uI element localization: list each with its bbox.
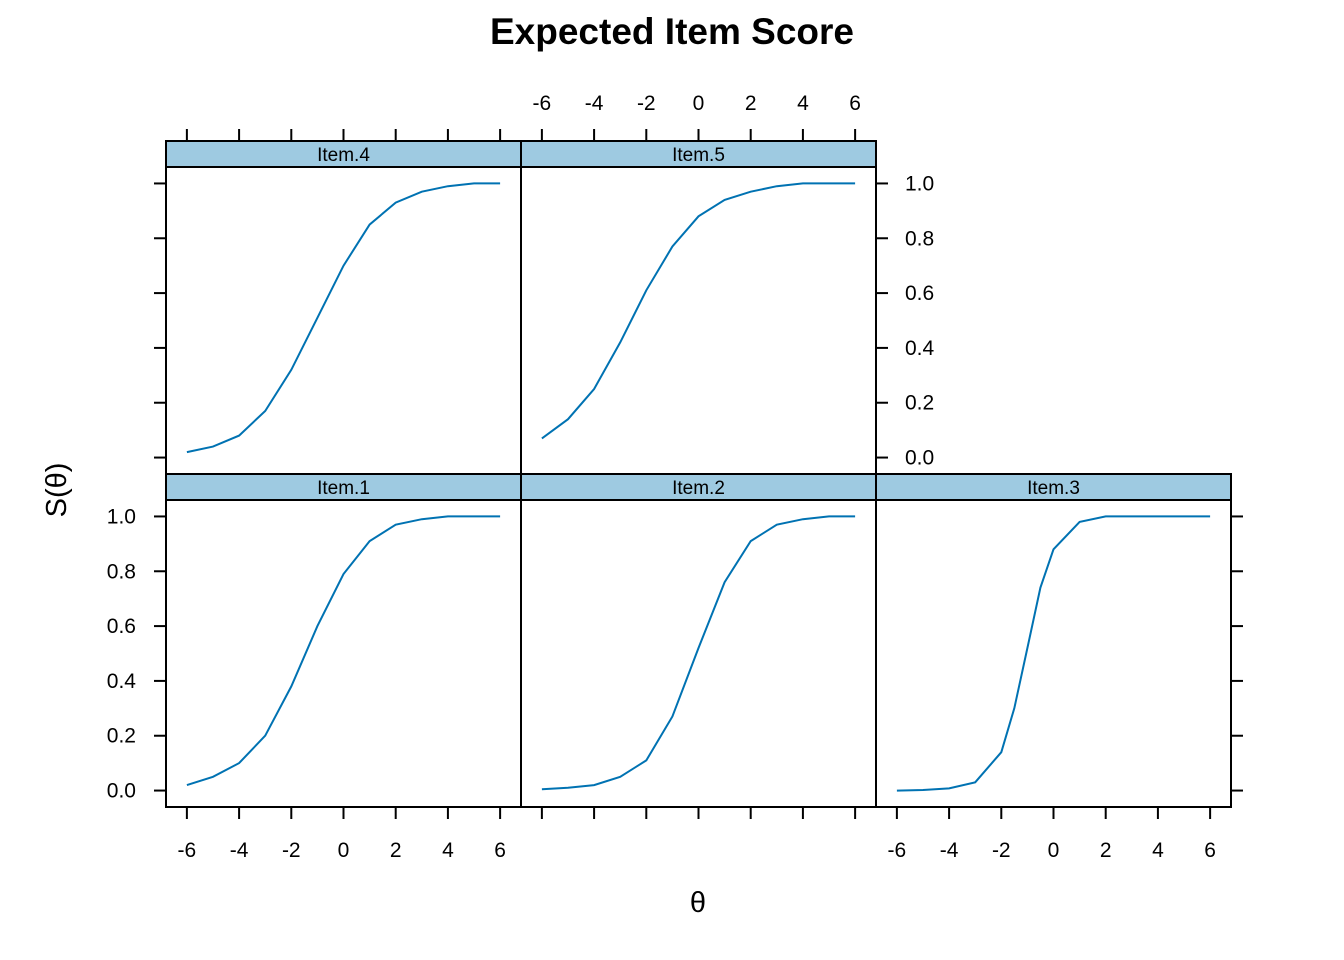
y-tick-label: 1.0 <box>905 172 934 195</box>
curve-item-4 <box>186 182 501 454</box>
y-tick-label: 0.4 <box>107 670 137 693</box>
x-tick-label: 6 <box>1204 839 1216 862</box>
x-tick-label: 2 <box>745 92 757 115</box>
y-axis-label: S(θ) <box>41 463 73 518</box>
x-tick-label: -2 <box>282 839 301 862</box>
x-tick-label: -4 <box>585 92 604 115</box>
y-tick-label: 0.8 <box>905 227 934 250</box>
y-tick-label: 0.2 <box>905 392 934 415</box>
panel-frame-item-2 <box>520 499 877 808</box>
strip-label-item-3: Item.3 <box>1027 478 1080 499</box>
chart-title: Expected Item Score <box>490 11 854 52</box>
strip-label-item-5: Item.5 <box>672 145 725 166</box>
x-tick-label: 0 <box>338 839 350 862</box>
panels-layer: Item.1 Item.2 Item.3 Item.4 Item.5 -6 -4 -2 0 2 4 6… <box>107 92 1243 862</box>
panel-frame-item-4 <box>165 166 522 475</box>
x-tick-label: 0 <box>1048 839 1060 862</box>
x-tick-label: -2 <box>992 839 1011 862</box>
curve-item-3 <box>896 515 1211 792</box>
strip-label-item-1: Item.1 <box>317 478 370 499</box>
x-tick-label: 2 <box>1100 839 1112 862</box>
x-tick-label: -6 <box>178 839 197 862</box>
y-tick-label: 0.6 <box>905 282 934 305</box>
curve-item-2 <box>541 515 856 791</box>
panel-frame-item-3 <box>875 499 1232 808</box>
x-tick-label: -6 <box>888 839 907 862</box>
y-tick-label: 0.6 <box>107 615 136 638</box>
curve-item-1 <box>186 515 501 787</box>
x-tick-label: 4 <box>797 92 809 115</box>
y-tick-label: 0.4 <box>905 337 935 360</box>
y-tick-label: 0.0 <box>905 447 934 470</box>
x-tick-label: 0 <box>693 92 705 115</box>
x-tick-label: 6 <box>849 92 861 115</box>
panel-frame-item-1 <box>165 499 522 808</box>
x-tick-label: 4 <box>442 839 454 862</box>
x-tick-label: -6 <box>533 92 552 115</box>
x-axis-label: θ <box>690 887 706 919</box>
x-tick-label: -2 <box>637 92 656 115</box>
x-tick-label: 6 <box>494 839 506 862</box>
y-tick-label: 0.0 <box>107 780 136 803</box>
strip-label-item-4: Item.4 <box>317 145 370 166</box>
y-tick-label: 0.8 <box>107 560 136 583</box>
panel-frame-item-5 <box>520 166 877 475</box>
y-tick-label: 0.2 <box>107 725 136 748</box>
strip-label-item-2: Item.2 <box>672 478 725 499</box>
x-tick-label: 4 <box>1152 839 1164 862</box>
x-tick-label: -4 <box>940 839 959 862</box>
x-tick-label: -4 <box>230 839 249 862</box>
curve-item-5 <box>541 182 856 440</box>
x-tick-label: 2 <box>390 839 402 862</box>
y-tick-label: 1.0 <box>107 505 136 528</box>
